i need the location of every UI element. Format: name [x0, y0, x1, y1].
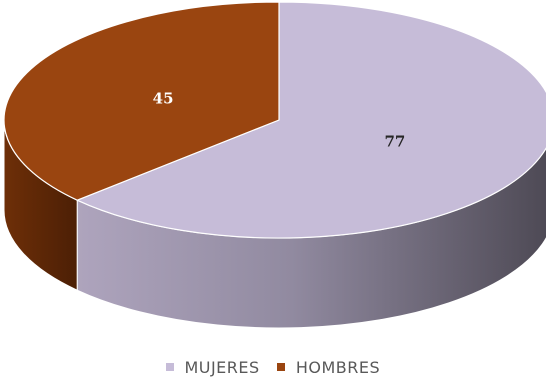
legend-swatch-hombres [277, 363, 286, 371]
legend-item-hombres: HOMBRES [277, 358, 380, 377]
slice-hombres [3, 1, 280, 201]
pie-data-labels: 77 45 [153, 89, 406, 150]
legend-label-hombres: HOMBRES [295, 358, 381, 377]
data-label-hombres: 45 [153, 89, 174, 107]
pie-3d-tops [3, 1, 546, 239]
slice-mujeres [76, 1, 546, 239]
chart-legend: MUJERES HOMBRES [0, 358, 546, 377]
data-label-mujeres: 77 [384, 133, 405, 151]
legend-swatch-mujeres [165, 363, 174, 371]
legend-label-mujeres: MUJERES [184, 358, 260, 377]
legend-item-mujeres: MUJERES [165, 358, 260, 377]
